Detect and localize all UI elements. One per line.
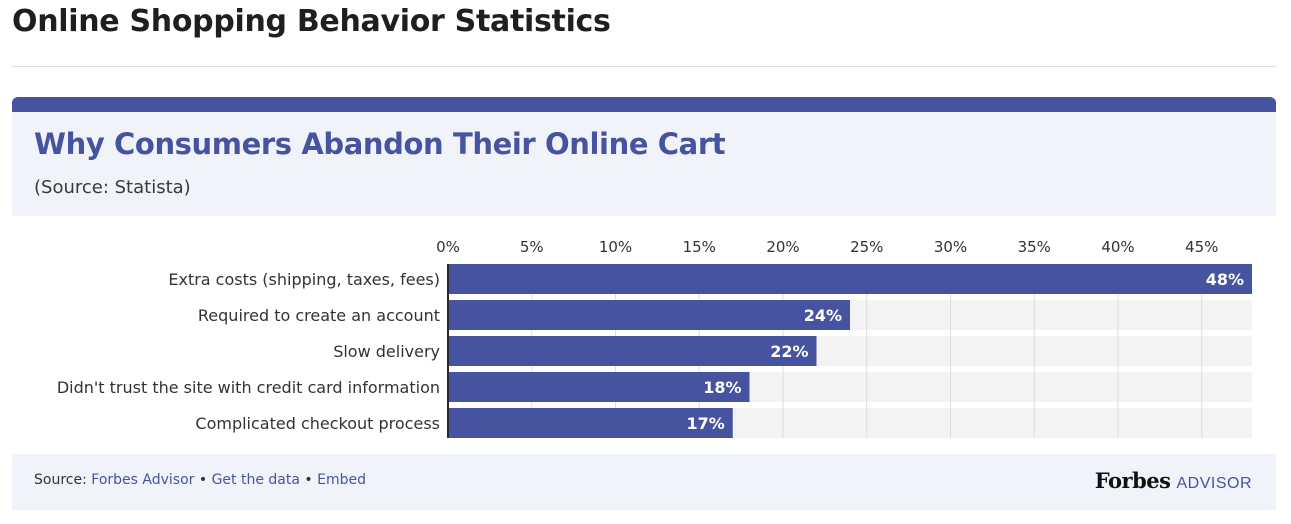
value-label: 18%	[703, 378, 741, 397]
title-divider	[12, 66, 1276, 67]
x-tick-label: 15%	[683, 238, 716, 256]
category-label: Complicated checkout process	[195, 414, 440, 433]
x-tick-label: 45%	[1185, 238, 1218, 256]
bar	[448, 372, 750, 402]
bar	[448, 336, 817, 366]
chart-card: Why Consumers Abandon Their Online Cart …	[12, 97, 1276, 510]
x-tick-label: 0%	[436, 238, 460, 256]
forbes-advisor-logo: Forbes ADVISOR	[1095, 468, 1252, 493]
value-label: 22%	[770, 342, 808, 361]
x-tick-label: 5%	[520, 238, 544, 256]
brand-advisor: ADVISOR	[1176, 475, 1252, 492]
x-tick-label: 20%	[766, 238, 799, 256]
separator: •	[299, 472, 318, 488]
x-tick-label: 25%	[850, 238, 883, 256]
category-label: Slow delivery	[333, 342, 440, 361]
bar	[448, 264, 1252, 294]
category-label: Required to create an account	[198, 306, 440, 325]
chart-subtitle: (Source: Statista)	[34, 177, 191, 198]
page-title: Online Shopping Behavior Statistics	[12, 4, 611, 39]
get-the-data-link[interactable]: Get the data	[211, 472, 300, 488]
x-tick-label: 40%	[1101, 238, 1134, 256]
value-label: 24%	[804, 306, 842, 325]
x-tick-label: 10%	[599, 238, 632, 256]
chart-title: Why Consumers Abandon Their Online Cart	[34, 127, 726, 161]
x-tick-label: 35%	[1018, 238, 1051, 256]
embed-link[interactable]: Embed	[317, 472, 366, 488]
category-label: Extra costs (shipping, taxes, fees)	[168, 270, 440, 289]
bar	[448, 300, 850, 330]
forbes-advisor-link[interactable]: Forbes Advisor	[91, 472, 195, 488]
bar-chart: 0% 5% 10% 15% 20% 25% 30% 35% 40% 45% Extra costs …	[57, 238, 1252, 438]
x-tick-label: 30%	[934, 238, 967, 256]
value-label: 17%	[686, 414, 724, 433]
source-prefix: Source:	[34, 472, 92, 488]
card-footer: Source: Forbes Advisor • Get the data • …	[12, 454, 1276, 510]
bar	[448, 408, 733, 438]
footer-source-line: Source: Forbes Advisor • Get the data • …	[34, 472, 366, 488]
separator: •	[194, 472, 212, 488]
card-top-bar	[12, 97, 1276, 112]
value-label: 48%	[1206, 270, 1244, 289]
category-label: Didn't trust the site with credit card i…	[57, 378, 440, 397]
brand-forbes: Forbes	[1094, 468, 1171, 493]
card-header	[12, 112, 1276, 216]
